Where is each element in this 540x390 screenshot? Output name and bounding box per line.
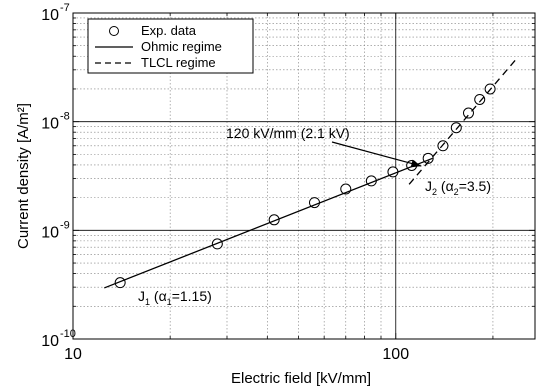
y-tick-exponent: -10 [60,328,76,340]
data-point [450,122,462,134]
y-axis-label: Current density [A/m²] [15,103,32,249]
ohmic-fit-line [104,157,433,289]
y-tick-exponent: -7 [60,2,70,14]
legend-label-exp-data: Exp. data [141,23,197,38]
annotations: 120 kV/mm (2.1 kV) J1 (α1=1.15) J2 (α2=3… [138,125,491,307]
y-tick-label: 10 [41,224,59,241]
data-point [474,93,486,105]
x-tick-label: 10 [64,346,82,363]
x-tick-label: 100 [382,346,409,363]
legend-label-ohmic: Ohmic regime [141,39,222,54]
annotation-arrow [331,141,422,167]
plot-area [72,12,536,340]
y-tick-label: 10 [41,7,59,24]
legend-box [87,18,254,74]
legend-marker-exp-data [109,26,119,36]
series-layer [104,59,517,289]
annotation-j2: J2 (α2=3.5) [425,178,491,197]
annotation-threshold: 120 kV/mm (2.1 kV) [226,125,350,141]
annotation-arrowhead [410,159,422,168]
annotation-j1: J1 (α1=1.15) [138,288,212,307]
x-axis-label: Electric field [kV/mm] [231,370,371,387]
legend: Exp. data Ohmic regime TLCL regime [87,18,254,74]
y-tick-exponent: -8 [60,111,70,123]
y-tick-exponent: -9 [60,219,70,231]
y-tick-label: 10 [41,116,59,133]
tlcl-fit-line [408,59,517,185]
minor-grid [73,13,535,339]
y-tick-label: 10 [41,333,59,350]
legend-label-tlcl: TLCL regime [141,55,216,70]
data-point [462,107,474,119]
